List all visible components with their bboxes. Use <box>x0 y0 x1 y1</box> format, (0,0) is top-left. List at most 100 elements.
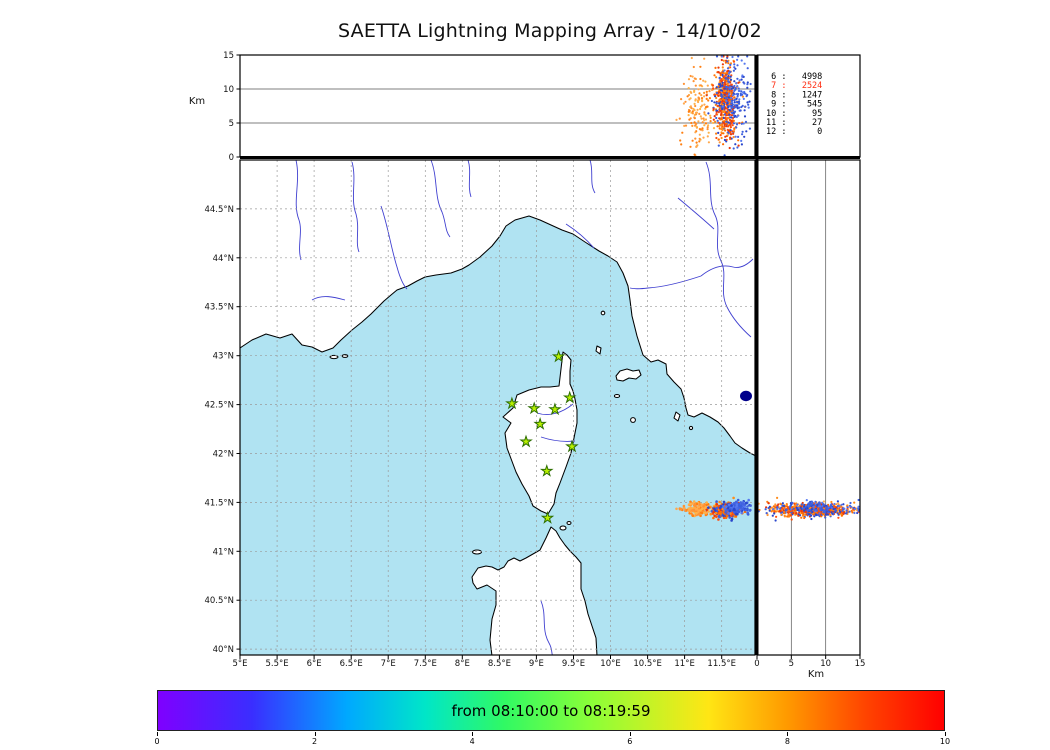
source-count-row: 12 : 0 <box>766 127 822 137</box>
river <box>351 161 360 253</box>
lon-tick-label: 9.5°E <box>562 659 585 669</box>
alt-axis-label-right: Km <box>808 669 824 680</box>
source-count-row: 7 : 2524 <box>766 81 822 91</box>
lon-tick-label: 6.5°E <box>340 659 363 669</box>
coastline-corsica <box>502 351 578 515</box>
station-star <box>505 396 519 410</box>
lon-tick-label: 7°E <box>381 659 396 669</box>
station-star <box>562 390 577 404</box>
river <box>467 160 472 198</box>
alt-tick-label: 5 <box>789 659 794 669</box>
station-star <box>548 402 562 416</box>
alt-tick-label: 15 <box>223 51 234 61</box>
map-panel-border <box>239 159 756 656</box>
river <box>430 160 451 238</box>
island-elba <box>615 368 642 382</box>
colorbar-tick <box>472 732 474 736</box>
coastline-mainland <box>240 160 755 457</box>
colorbar: from 08:10:00 to 08:19:59 <box>157 690 945 731</box>
lat-tick-label: 41°N <box>213 547 234 557</box>
colorbar-tick-label: 2 <box>312 737 318 746</box>
lon-tick-label: 8.5°E <box>488 659 511 669</box>
scatter-map <box>675 496 752 522</box>
station-star <box>539 463 554 477</box>
river <box>705 161 752 338</box>
river <box>565 223 595 249</box>
lon-tick-label: 7.5°E <box>414 659 437 669</box>
station-star <box>565 439 579 453</box>
lake-bolsena <box>740 390 752 402</box>
lat-tick-label: 40°N <box>213 645 234 655</box>
station-star <box>527 401 541 415</box>
lon-tick-label: 6°E <box>307 659 322 669</box>
figure-title: SAETTA Lightning Mapping Array - 14/10/0… <box>338 20 762 42</box>
tick-marks <box>236 54 861 659</box>
alt-lat-panel-border <box>756 159 861 656</box>
colorbar-tick-label: 10 <box>939 737 951 746</box>
island-maddalena-2 <box>566 520 572 526</box>
alt-tick-label: 10 <box>223 85 234 95</box>
lat-tick-label: 44°N <box>213 254 234 264</box>
source-count-row: 9 : 545 <box>766 100 822 110</box>
scatter-alt-lat <box>757 496 860 522</box>
island-giannutri <box>688 425 694 431</box>
coastline-sardinia <box>471 526 598 655</box>
river <box>677 197 715 230</box>
island-capraia <box>595 345 602 355</box>
station-star <box>519 434 533 448</box>
river <box>700 258 754 277</box>
lat-tick-label: 40.5°N <box>204 596 234 606</box>
colorbar-tick <box>787 732 789 736</box>
station-star <box>533 416 547 430</box>
stations-layer <box>505 349 579 524</box>
river <box>629 275 702 290</box>
island-gorgona <box>600 310 606 316</box>
colorbar-tick <box>945 732 946 736</box>
colorbar-tick <box>629 732 631 736</box>
alt-tick-label: 0 <box>229 153 234 163</box>
river <box>295 160 302 261</box>
tick-labels: 5°E 5.5°E 6°E 6.5°E 7°E 7.5°E 8°E 8.5°E 9°E 9.5°E… <box>204 51 865 669</box>
colorbar-tick-label: 8 <box>784 737 790 746</box>
lat-tick-label: 42.5°N <box>204 401 234 411</box>
alt-tick-label: 15 <box>855 659 866 669</box>
source-count-row: 10 : 95 <box>766 109 822 119</box>
alt-tick-label: 0 <box>754 659 759 669</box>
lon-alt-panel-border <box>239 54 756 158</box>
lat-tick-label: 42°N <box>213 450 234 460</box>
lon-tick-label: 8°E <box>455 659 470 669</box>
island-montecristo <box>630 417 636 423</box>
colorbar-tick-label: 4 <box>469 737 475 746</box>
lat-tick-label: 41.5°N <box>204 498 234 508</box>
colorbar-tick-label: 0 <box>154 737 160 746</box>
lon-tick-label: 10.5°E <box>633 659 662 669</box>
lon-tick-label: 10°E <box>600 659 620 669</box>
island-giglio <box>673 411 681 422</box>
island-hyeres-1 <box>329 354 339 360</box>
island-maddalena-1 <box>559 525 567 531</box>
lon-tick-label: 11°E <box>674 659 694 669</box>
station-star <box>540 510 555 524</box>
source-count-row: 8 : 1247 <box>766 90 822 100</box>
island-pianosa <box>613 393 621 399</box>
source-count-row: 11 : 27 <box>766 118 822 128</box>
rivers-layer <box>295 160 754 655</box>
lat-tick-label: 43.5°N <box>204 303 234 313</box>
land-layer <box>240 160 755 655</box>
alt-tick-label: 5 <box>229 119 234 129</box>
lat-tick-label: 43°N <box>213 352 234 362</box>
alt-tick-label: 10 <box>820 659 831 669</box>
river <box>540 600 553 655</box>
colorbar-tick <box>314 732 316 736</box>
river <box>380 205 408 290</box>
lat-tick-label: 44.5°N <box>204 205 234 215</box>
lon-tick-label: 11.5°E <box>707 659 736 669</box>
island-asinara <box>471 549 483 555</box>
lon-tick-label: 9°E <box>529 659 544 669</box>
colorbar-tick <box>157 732 158 736</box>
source-count-row: 6 : 4998 <box>766 72 822 82</box>
river <box>536 403 574 415</box>
colorbar-tick-label: 6 <box>627 737 633 746</box>
station-star <box>551 349 566 363</box>
